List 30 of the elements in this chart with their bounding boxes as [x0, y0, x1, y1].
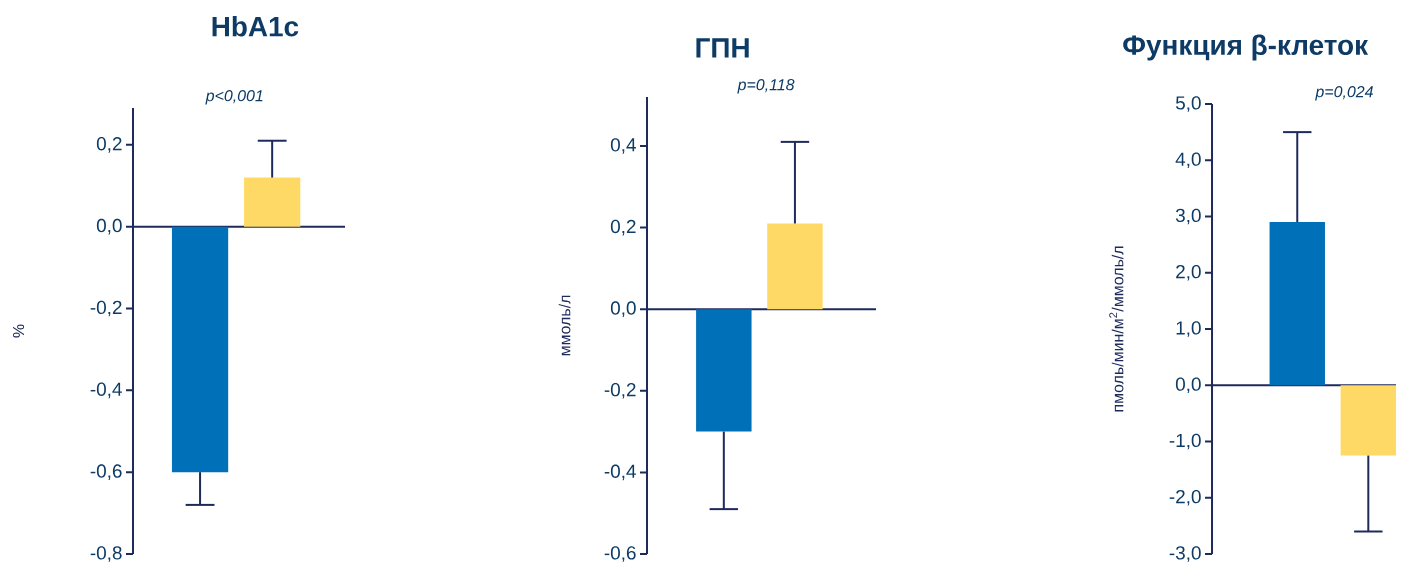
y-axis-title: ммоль/л [558, 295, 571, 356]
y-tick-label: -0,6 [90, 464, 122, 480]
y-tick-label: 0,2 [610, 219, 636, 236]
y-tick-label: 0,0 [96, 218, 122, 235]
y-tick-label: -0,6 [604, 546, 636, 562]
y-tick-label: 0,4 [610, 138, 636, 154]
y-tick-label: -0,4 [90, 382, 122, 399]
y-tick-label: 4,0 [1175, 152, 1201, 169]
y-tick-label: 0,0 [610, 301, 636, 317]
y-tick-label: 0,2 [96, 137, 122, 153]
y-axis-title: пмоль/мин/м$^{2}$/ммоль/л [1109, 246, 1124, 412]
y-tick-label: -0,2 [604, 382, 636, 399]
y-tick-label: -1,0 [1169, 433, 1201, 450]
text: p=0,024 [1315, 86, 1373, 101]
y-tick-label: -0,2 [90, 300, 122, 317]
y-tick-label: 1,0 [1176, 321, 1201, 337]
chart-title: Функция β-клеток [1123, 34, 1369, 61]
y-tick-label: -2,0 [1169, 489, 1201, 506]
chart-title: ГПН [696, 38, 749, 58]
y-tick-label: 3,0 [1175, 208, 1201, 225]
chart-title: HbA1c [212, 16, 299, 37]
text: p=0,118 [737, 79, 795, 94]
y-tick-label: -0,4 [604, 464, 636, 481]
y-tick-label: 5,0 [1175, 96, 1201, 112]
y-tick-label: 0,0 [1175, 377, 1201, 394]
text: p<0,001 [205, 90, 263, 105]
y-tick-label: -0,8 [90, 546, 122, 562]
y-tick-label: 2,0 [1176, 264, 1201, 281]
y-axis-title: % [12, 324, 25, 338]
y-tick-label: -3,0 [1169, 546, 1201, 562]
